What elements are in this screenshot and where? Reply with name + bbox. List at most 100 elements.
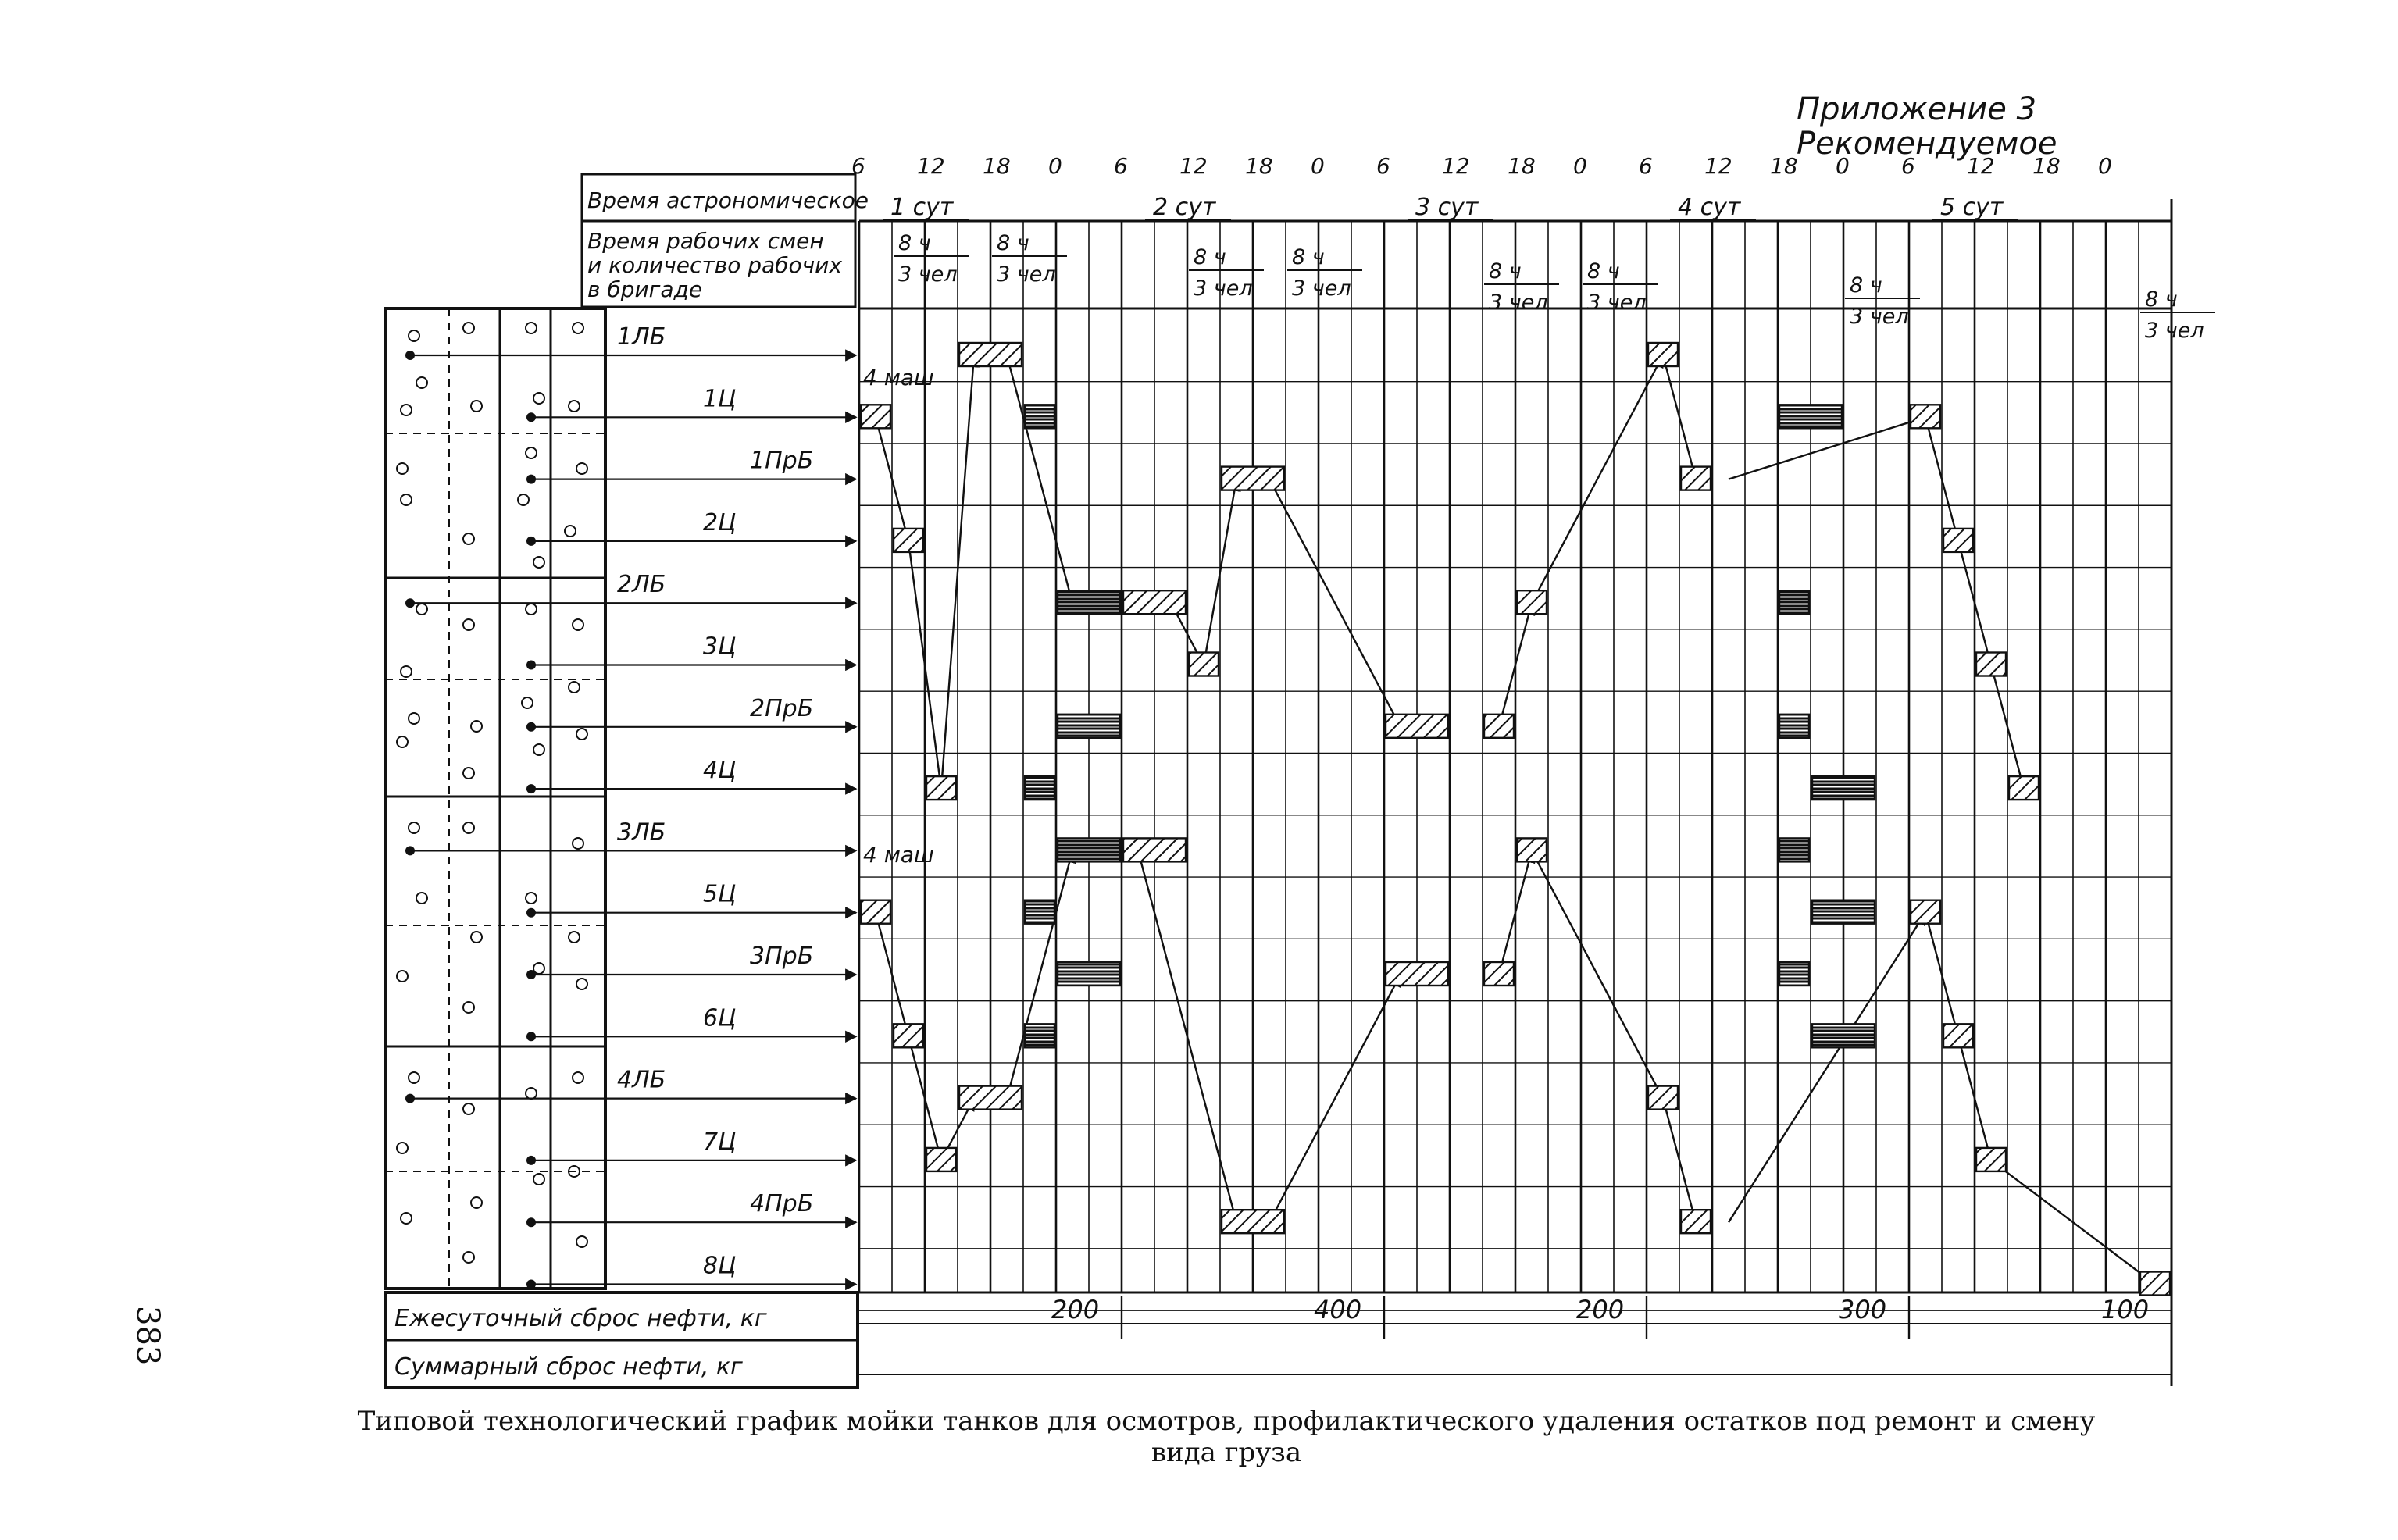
operation-bar — [1023, 775, 1056, 801]
oil-rows: Ежесуточный сброс нефти, кг Суммарный сб… — [384, 1291, 2173, 1389]
hour-tick-label: 12 — [1179, 153, 1208, 179]
shift-people-label: 3 чел — [898, 262, 958, 287]
operation-bar — [925, 1146, 958, 1173]
sequence-arrow — [1268, 973, 1402, 1223]
sequence-arrow — [1990, 1159, 2157, 1285]
tank-label: 4Ц — [703, 757, 736, 784]
operation-bar — [892, 527, 925, 554]
operation-bar — [1647, 1085, 1679, 1110]
shift-people-label: 3 чел — [1292, 276, 1351, 301]
schematic-valve — [576, 1235, 588, 1248]
machines-note-top: 4 маш — [863, 365, 934, 390]
schematic-valve — [462, 1001, 475, 1014]
operation-bar — [1220, 1208, 1286, 1235]
tank-label: 1ПрБ — [750, 447, 813, 475]
schematic-valve — [400, 665, 412, 678]
schematic-valve — [408, 1071, 420, 1084]
daily-oil-value: 200 — [1051, 1295, 1099, 1324]
time-scale: 6 12 18 0 6 12 18 0 6 12 18 0 6 12 18 0 6 12 18 0 1 сут 2 сут… — [851, 153, 2215, 343]
schematic-valve — [525, 322, 537, 334]
hour-tick-label: 0 — [1048, 153, 1062, 179]
schematic-valve — [462, 1251, 475, 1264]
tank-pipe-node — [526, 970, 536, 979]
operation-bar — [1909, 899, 1942, 925]
day-label: 5 сут — [1940, 194, 2004, 221]
tank-pipe-node — [405, 598, 415, 608]
tank-pipe-node — [405, 351, 415, 360]
schematic-valve — [521, 697, 533, 709]
hour-tick-label: 18 — [983, 153, 1011, 179]
schedule-grid — [858, 199, 2173, 1386]
operation-bar — [2139, 1271, 2171, 1296]
operation-bar — [1384, 713, 1450, 739]
hour-tick-label: 18 — [1770, 153, 1798, 179]
schematic-valve — [525, 447, 537, 459]
operation-bar — [1483, 961, 1515, 987]
sequence-arrow — [1268, 479, 1402, 729]
schematic-valve — [533, 743, 545, 756]
schematic-valve — [470, 931, 483, 943]
schematic-valve — [470, 1196, 483, 1209]
tank-label: 1Ц — [703, 385, 736, 412]
operation-bar — [1679, 465, 1712, 491]
operation-bar — [2007, 775, 2040, 801]
tank-pipe-node — [526, 784, 536, 794]
schematic-valve — [525, 603, 537, 615]
shift-hours-label: 8 ч — [1194, 245, 1226, 269]
sequence-arrow — [907, 540, 947, 790]
shift-hours-label: 8 ч — [1587, 259, 1620, 283]
operation-bar — [1975, 651, 2007, 677]
tank-schematic — [384, 307, 607, 1290]
tank-pipe-node — [526, 907, 536, 918]
schematic-valve — [416, 603, 428, 615]
operation-bar — [1023, 899, 1056, 925]
daily-oil-value: 100 — [2101, 1295, 2149, 1324]
sequence-arrow — [1005, 355, 1076, 604]
operation-bar — [1778, 837, 1811, 863]
schematic-valve — [568, 681, 580, 693]
operation-bar — [958, 1085, 1023, 1110]
tank-pipe-node — [526, 412, 536, 422]
operation-bar — [1811, 899, 1876, 925]
operation-bar — [1778, 713, 1811, 739]
operation-bar — [1056, 961, 1122, 987]
hour-tick-label: 0 — [1311, 153, 1325, 179]
schematic-valve — [462, 1103, 475, 1115]
tank-pipe-node — [526, 536, 536, 546]
operation-bar — [1515, 590, 1548, 615]
hour-tick-label: 12 — [917, 153, 945, 179]
operation-bar — [1056, 713, 1122, 739]
sequence-arrow — [1957, 540, 1995, 667]
hour-tick-label: 0 — [1836, 153, 1850, 179]
sequence-arrow — [1530, 850, 1665, 1100]
schematic-valve — [470, 720, 483, 733]
operation-bar — [1909, 404, 1942, 430]
shift-hours-label: 8 ч — [898, 231, 931, 255]
hour-tick-label: 12 — [1704, 153, 1732, 179]
schematic-valve — [568, 1165, 580, 1178]
schematic-valve — [568, 400, 580, 412]
sequence-arrow — [1727, 911, 1927, 1223]
operation-bar — [1778, 961, 1811, 987]
operation-bar — [1942, 1023, 1975, 1049]
operation-bar — [1187, 651, 1220, 677]
tank-label: 3ЛБ — [617, 818, 666, 846]
hour-tick-label: 18 — [1245, 153, 1273, 179]
operation-bar — [1122, 837, 1187, 863]
daily-oil-value: 400 — [1314, 1295, 1361, 1324]
schematic-valve — [572, 837, 584, 850]
sequence-arrow — [1005, 849, 1076, 1099]
operation-bar — [1975, 1146, 2007, 1173]
shift-people-label: 3 чел — [1850, 305, 1909, 329]
shift-hours-label: 8 ч — [1850, 273, 1882, 298]
tank-pipe-node — [526, 722, 536, 732]
hour-tick-label: 18 — [2032, 153, 2061, 179]
shift-hours-label: 8 ч — [997, 231, 1029, 255]
operation-bar — [859, 404, 892, 430]
schematic-valve — [400, 1212, 412, 1225]
schematic-valve — [408, 822, 420, 834]
schematic-valve — [525, 892, 537, 904]
tank-rows: 1ЛБ 1Ц 1ПрБ 2Ц 2ЛБ 3Ц 2ПрБ 4Ц 3ЛБ 5Ц 3ПрБ 6Ц 4ЛБ 7Ц 4П… — [405, 323, 858, 1291]
shift-hours-label: 8 ч — [1489, 259, 1522, 283]
